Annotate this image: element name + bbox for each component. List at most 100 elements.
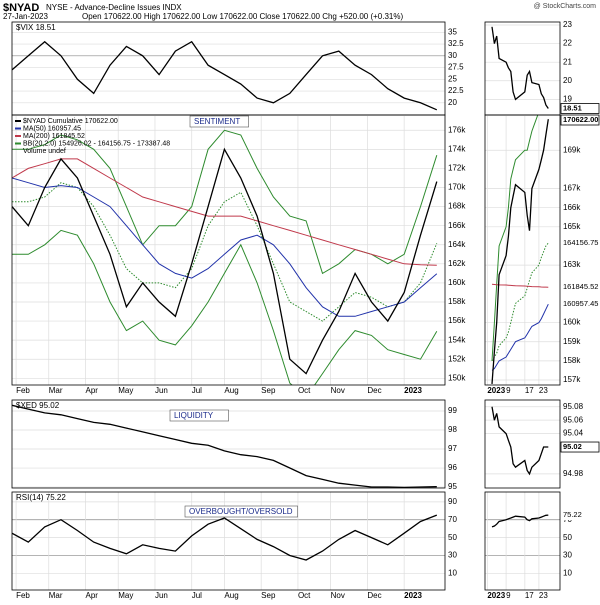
- series-line: [491, 26, 549, 109]
- y-tick-label: 165k: [563, 222, 581, 231]
- y-tick-label: 10: [448, 569, 457, 578]
- x-tick-label: 17: [525, 386, 534, 395]
- y-tick-label: 25: [448, 74, 457, 83]
- y-tick-label: 95.06: [563, 415, 584, 424]
- last-value-box: [560, 441, 600, 453]
- plot-area: [491, 406, 549, 476]
- last-value-box: [561, 237, 599, 248]
- x-tick-label: Feb: [16, 591, 30, 600]
- y-tick-label: 23: [563, 20, 572, 29]
- series-line: [491, 406, 549, 476]
- x-tick-label: Feb: [16, 386, 30, 395]
- annotation-box: [169, 409, 229, 422]
- x-tick-label: Oct: [298, 386, 311, 395]
- annotation: OVERBOUGHT/OVERSOLD: [189, 507, 293, 516]
- quote: Open 170622.00 High 170622.00 Low 170622…: [82, 12, 403, 21]
- y-tick-label: 50: [563, 533, 572, 542]
- last-value-label: 95.02: [563, 442, 582, 451]
- y-tick-label: 162k: [448, 259, 466, 268]
- legend-label: $NYAD Cumulative 170622.00: [23, 118, 118, 125]
- x-tick-label: Sep: [261, 386, 276, 395]
- series-line: [491, 115, 539, 361]
- panel-title: RSI(14) 75.22: [16, 493, 66, 502]
- plot-area: [491, 26, 549, 109]
- series-line: [12, 404, 437, 488]
- y-tick-label: 96: [448, 463, 457, 472]
- x-tick-label: Dec: [367, 591, 381, 600]
- x-tick-label: 9: [506, 591, 511, 600]
- series-line: [12, 158, 437, 266]
- x-tick-label: May: [118, 386, 133, 395]
- y-tick-label: 21: [563, 57, 572, 66]
- x-tick-label: 2023: [487, 386, 505, 395]
- y-tick-label: 10: [563, 569, 572, 578]
- legend-label: Volume undef: [23, 148, 66, 155]
- y-tick-label: 90: [448, 497, 457, 506]
- x-tick-label: Nov: [331, 591, 345, 600]
- y-tick-label: 27.5: [448, 63, 464, 72]
- y-tick-label: 99: [448, 406, 457, 415]
- y-tick-label: 22.5: [448, 86, 464, 95]
- description: NYSE - Advance-Decline Issues INDX: [46, 3, 182, 12]
- plot-area: [12, 129, 438, 385]
- y-tick-label: 167k: [563, 184, 581, 193]
- y-tick-label: 169k: [563, 145, 581, 154]
- series-line: [12, 229, 438, 385]
- panel-frame: [11, 114, 446, 386]
- last-value-box: [561, 510, 599, 521]
- legend-label: MA(200) 161845.52: [23, 133, 85, 140]
- y-tick-label: 150k: [448, 373, 466, 382]
- series-line: [12, 514, 438, 561]
- x-tick-label: Aug: [224, 591, 238, 600]
- series-line: [491, 303, 549, 371]
- y-tick-label: 158k: [448, 297, 466, 306]
- x-tick-label: Dec: [367, 386, 381, 395]
- annotation: SENTIMENT: [194, 117, 240, 126]
- y-tick-label: 97: [448, 444, 457, 453]
- series-line: [491, 242, 549, 362]
- x-tick-label: Mar: [49, 386, 63, 395]
- x-tick-label: 2023: [404, 386, 422, 395]
- x-tick-label: 2023: [487, 591, 505, 600]
- y-tick-label: 95.08: [563, 402, 584, 411]
- date: 27-Jan-2023: [3, 12, 48, 21]
- y-tick-label: 160k: [563, 318, 581, 327]
- x-tick-label: 9: [506, 386, 511, 395]
- last-value-label: 161845.52: [563, 282, 598, 291]
- y-tick-label: 98: [448, 425, 457, 434]
- x-tick-label: 23: [539, 591, 548, 600]
- x-tick-label: 23: [539, 386, 548, 395]
- last-value-label: 160957.45: [563, 299, 598, 308]
- x-tick-label: Apr: [86, 591, 99, 600]
- y-tick-label: 172k: [448, 164, 466, 173]
- plot-area: [12, 404, 437, 488]
- panel-frame: [11, 399, 446, 489]
- y-tick-label: 95.04: [563, 429, 584, 438]
- y-tick-label: 30: [563, 551, 572, 560]
- y-tick-label: 19: [563, 94, 572, 103]
- x-tick-label: Nov: [331, 386, 345, 395]
- x-tick-label: May: [118, 591, 133, 600]
- symbol: $NYAD: [3, 2, 39, 14]
- series-line: [12, 147, 438, 375]
- x-tick-label: Jul: [192, 386, 202, 395]
- x-tick-label: 2023: [404, 591, 422, 600]
- last-value-box: [560, 103, 600, 114]
- x-tick-label: Sep: [261, 591, 276, 600]
- y-tick-label: 174k: [448, 144, 466, 153]
- y-tick-label: 35: [448, 27, 457, 36]
- watermark: @ StockCharts.com: [534, 3, 597, 10]
- series-line: [12, 40, 438, 111]
- series-line: [12, 182, 438, 322]
- y-tick-label: 166k: [563, 203, 581, 212]
- last-value-label: 18.51: [563, 103, 582, 112]
- y-tick-label: 152k: [448, 354, 466, 363]
- y-tick-label: 30: [448, 51, 457, 60]
- x-tick-label: Aug: [224, 386, 238, 395]
- y-tick-label: 70: [448, 515, 457, 524]
- x-tick-label: Jun: [155, 386, 168, 395]
- last-value-box: [561, 282, 599, 293]
- y-tick-label: 176k: [448, 125, 466, 134]
